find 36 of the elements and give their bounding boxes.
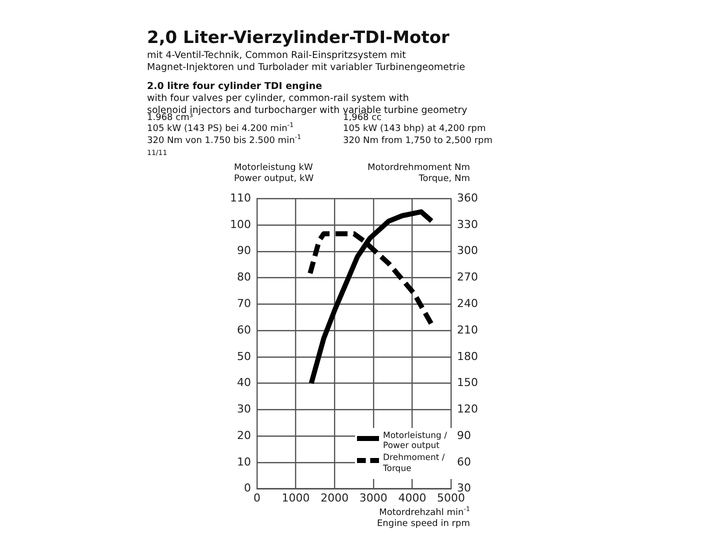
x-axis-title: Motordrehzahl min$^{-1}$ Engine speed in rpm [376, 506, 470, 530]
y-axis-title: Motorleistung kW Power output, kW [234, 163, 314, 186]
chart-subtitle: mit 4-Ventil-Technik, Common Rail-Einspritzsystem mit Magnet-Injektoren und Turbolader mit variabler Turbinengeometrie [147, 50, 466, 74]
y-tick-label: 10 [236, 455, 251, 468]
y-tick-label: 70 [236, 296, 251, 310]
y2-tick-label: 150 [457, 376, 478, 390]
y-tick-label: 90 [236, 244, 251, 258]
legend-label: Drehmoment / Torque [383, 453, 446, 474]
y2-axis-title: Motordrehmoment Nm Torque, Nm [368, 163, 470, 186]
legend-label: Motorleistung / Power output [383, 431, 448, 452]
y2-tick-label: 180 [457, 350, 478, 363]
y-tick-label: 0 [244, 482, 251, 495]
x-tick-label: 0 [253, 491, 260, 504]
x-tick-label: 3000 [359, 491, 388, 504]
y-tick-label: 110 [230, 191, 251, 204]
text: 2.0 litre four cylinder TDI engine [147, 81, 322, 93]
y-tick-label: 60 [236, 323, 251, 336]
y-tick-label: 100 [230, 218, 251, 231]
y-tick-label: 40 [236, 376, 251, 390]
y-tick-label: 80 [236, 270, 251, 284]
y2-tick-label: 270 [457, 270, 478, 284]
x-tick-label: 2000 [320, 491, 349, 504]
y2-tick-label: 120 [457, 402, 478, 416]
y-tick-label: 50 [236, 350, 251, 363]
y-tick-label: 20 [236, 428, 251, 442]
x-tick-label: 4000 [398, 491, 426, 504]
y2-tick-label: 210 [457, 323, 478, 336]
y-tick-label: 30 [236, 402, 251, 416]
x-tick-label: 1000 [282, 491, 310, 504]
y2-tick-label: 360 [457, 191, 478, 204]
chart-title: 2,0 Liter-Vierzylinder-TDI-Motor [147, 28, 450, 50]
y2-tick-label: 300 [457, 244, 478, 258]
y2-tick-label: 240 [457, 296, 478, 310]
y2-tick-label: 90 [457, 428, 472, 442]
y2-tick-label: 60 [457, 455, 472, 468]
y2-tick-label: 330 [457, 218, 478, 231]
